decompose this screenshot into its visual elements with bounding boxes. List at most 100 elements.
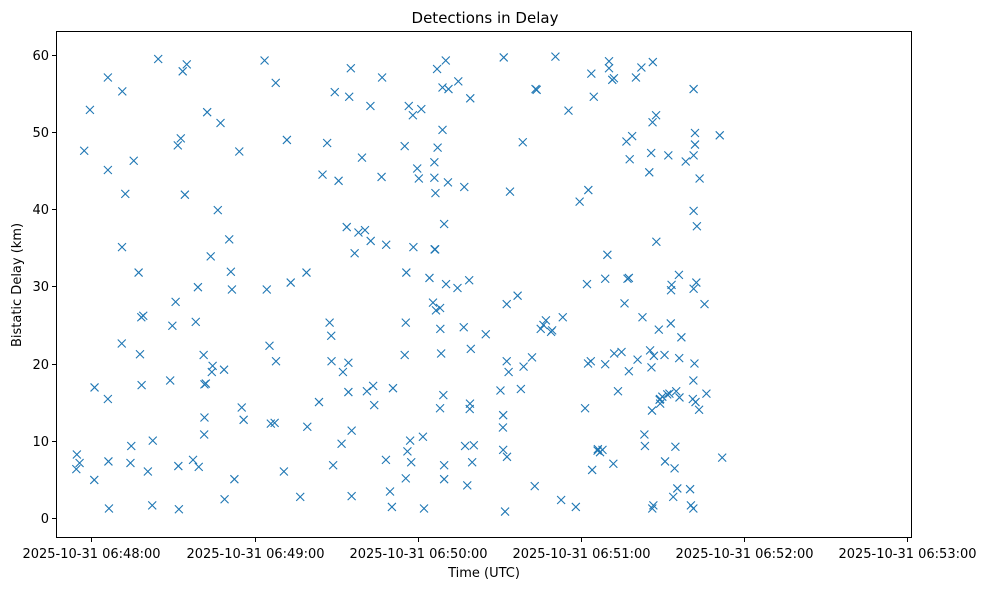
data-point — [188, 455, 198, 465]
data-point — [229, 474, 239, 484]
data-point — [400, 141, 410, 151]
data-point — [120, 189, 130, 199]
data-point — [134, 268, 144, 277]
data-point — [431, 305, 441, 315]
data-point — [326, 331, 336, 341]
data-point — [600, 274, 610, 284]
data-point — [412, 164, 422, 173]
data-point — [530, 481, 540, 491]
data-point — [318, 170, 327, 180]
data-point — [648, 501, 658, 510]
data-point — [369, 400, 379, 410]
data-point — [343, 387, 353, 397]
data-point — [282, 135, 292, 145]
data-point — [633, 355, 642, 365]
data-point — [406, 457, 416, 467]
data-point — [691, 278, 701, 287]
data-point — [564, 106, 573, 116]
data-point — [176, 134, 186, 143]
data-point — [667, 280, 676, 290]
y-tick-label: 20 — [32, 358, 49, 373]
y-tick-label: 0 — [41, 512, 49, 527]
data-point — [631, 73, 641, 82]
data-point — [691, 397, 700, 407]
data-point — [675, 393, 684, 402]
data-point — [328, 460, 338, 470]
data-point — [571, 502, 581, 512]
data-point — [600, 359, 610, 369]
data-point — [435, 403, 445, 413]
data-point — [502, 452, 512, 462]
data-point — [173, 461, 183, 471]
data-point — [438, 125, 447, 135]
data-point — [575, 197, 585, 207]
data-point — [191, 317, 201, 327]
data-point — [681, 157, 691, 166]
data-point — [620, 299, 629, 308]
data-point — [431, 188, 440, 198]
data-point — [688, 504, 698, 513]
data-point — [199, 430, 209, 439]
data-point — [502, 356, 512, 366]
data-point — [481, 329, 491, 339]
data-point — [178, 66, 188, 76]
data-point — [347, 426, 357, 435]
y-tick-label: 50 — [32, 126, 49, 141]
data-point — [362, 386, 372, 396]
y-axis-label: Bistatic Delay (km) — [10, 223, 25, 347]
data-point — [464, 275, 474, 285]
data-point — [401, 474, 411, 483]
data-point — [690, 359, 699, 368]
data-point — [516, 384, 526, 394]
data-point — [519, 362, 528, 371]
data-point — [453, 76, 463, 86]
data-point — [137, 380, 146, 390]
data-point — [227, 285, 237, 294]
data-point — [377, 172, 386, 182]
data-point — [220, 494, 229, 504]
data-point — [648, 117, 657, 127]
data-point — [138, 311, 148, 321]
data-point — [459, 322, 469, 332]
data-point — [672, 484, 682, 493]
data-point — [103, 73, 113, 82]
data-point — [199, 350, 209, 360]
data-point — [465, 93, 475, 103]
data-point — [617, 347, 626, 357]
data-point — [499, 53, 509, 62]
data-point — [438, 83, 447, 92]
data-point — [433, 143, 443, 153]
data-points — [71, 52, 727, 516]
data-point — [194, 462, 204, 472]
data-point — [234, 147, 244, 156]
data-point — [404, 101, 414, 111]
y-tick-label: 40 — [32, 203, 49, 218]
data-point — [208, 361, 218, 371]
data-point — [425, 273, 434, 283]
data-point — [500, 507, 510, 516]
data-point — [429, 157, 439, 167]
data-point — [360, 225, 370, 235]
x-axis-label: Time (UTC) — [447, 566, 520, 581]
data-point — [685, 484, 695, 494]
data-point — [671, 442, 680, 452]
data-point — [387, 502, 397, 512]
data-point — [453, 283, 462, 293]
data-point — [438, 390, 448, 400]
data-point — [327, 356, 336, 366]
data-point — [117, 339, 127, 348]
data-point — [271, 78, 281, 88]
data-point — [648, 57, 658, 67]
data-point — [202, 107, 212, 117]
data-point — [344, 92, 354, 102]
data-point — [439, 460, 449, 470]
data-point — [366, 101, 375, 111]
data-point — [436, 349, 446, 358]
data-point — [466, 344, 476, 354]
data-point — [143, 467, 153, 476]
data-point — [271, 356, 281, 366]
data-point — [651, 110, 661, 120]
data-point — [670, 463, 679, 473]
data-point — [400, 350, 410, 360]
